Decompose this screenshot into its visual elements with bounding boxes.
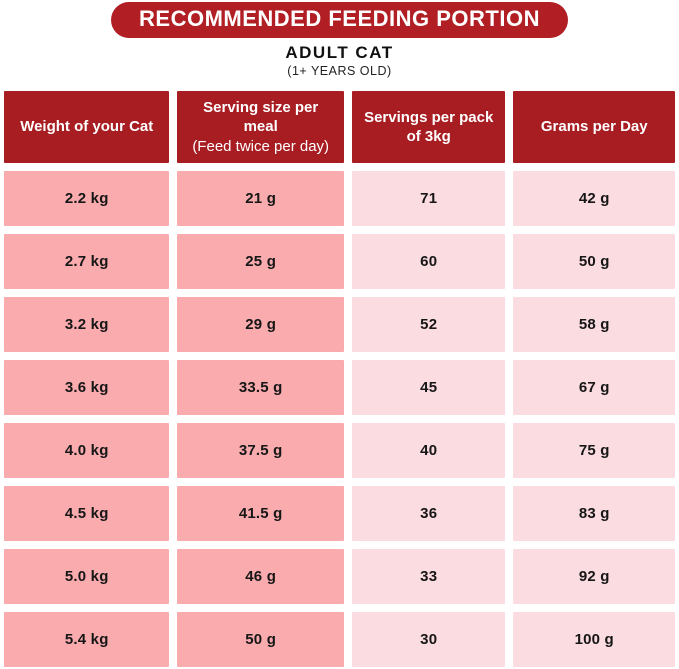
column-header-label: Weight of your Cat <box>20 118 154 136</box>
table-cell: 30 <box>351 612 506 667</box>
table-cell: 2.2 kg <box>4 171 170 226</box>
column-header-sublabel: (Feed twice per day) <box>192 137 330 155</box>
table-cell: 100 g <box>513 612 675 667</box>
title-banner: RECOMMENDED FEEDING PORTION <box>111 2 568 38</box>
table-cell: 60 <box>351 234 506 289</box>
table-cell: 50 g <box>513 234 675 289</box>
column-header-servings-per-pack: Servings per pack of 3kg <box>351 91 506 163</box>
table-cell: 3.6 kg <box>4 360 170 415</box>
table-cell: 46 g <box>177 549 344 604</box>
table-cell: 42 g <box>513 171 675 226</box>
table-cell: 25 g <box>177 234 344 289</box>
table-cell: 21 g <box>177 171 344 226</box>
table-cell: 52 <box>351 297 506 352</box>
table-cell: 58 g <box>513 297 675 352</box>
table-cell: 29 g <box>177 297 344 352</box>
column-header-label: Serving size per meal <box>203 98 319 136</box>
table-cell: 4.0 kg <box>4 423 170 478</box>
table-cell: 71 <box>351 171 506 226</box>
table-cell: 36 <box>351 486 506 541</box>
table-cell: 45 <box>351 360 506 415</box>
table-cell: 67 g <box>513 360 675 415</box>
table-cell: 5.4 kg <box>4 612 170 667</box>
page-title: RECOMMENDED FEEDING PORTION <box>139 6 540 31</box>
column-header-weight: Weight of your Cat <box>4 91 170 163</box>
table-cell: 75 g <box>513 423 675 478</box>
table-cell: 33.5 g <box>177 360 344 415</box>
column-header-serving-size: Serving size per meal (Feed twice per da… <box>177 91 344 163</box>
table-cell: 4.5 kg <box>4 486 170 541</box>
table-cell: 5.0 kg <box>4 549 170 604</box>
column-header-label: Servings per pack of 3kg <box>364 108 494 146</box>
subtitle-adult-cat: ADULT CAT <box>285 43 394 62</box>
table-cell: 37.5 g <box>177 423 344 478</box>
table-cell: 40 <box>351 423 506 478</box>
table-cell: 50 g <box>177 612 344 667</box>
column-header-grams-per-day: Grams per Day <box>513 91 675 163</box>
table-cell: 92 g <box>513 549 675 604</box>
table-cell: 41.5 g <box>177 486 344 541</box>
feeding-table: Weight of your Cat Serving size per meal… <box>4 91 675 667</box>
table-cell: 33 <box>351 549 506 604</box>
subtitle-age-note: (1+ YEARS OLD) <box>287 64 392 78</box>
table-cell: 2.7 kg <box>4 234 170 289</box>
column-header-label: Grams per Day <box>540 118 648 136</box>
table-cell: 3.2 kg <box>4 297 170 352</box>
table-cell: 83 g <box>513 486 675 541</box>
